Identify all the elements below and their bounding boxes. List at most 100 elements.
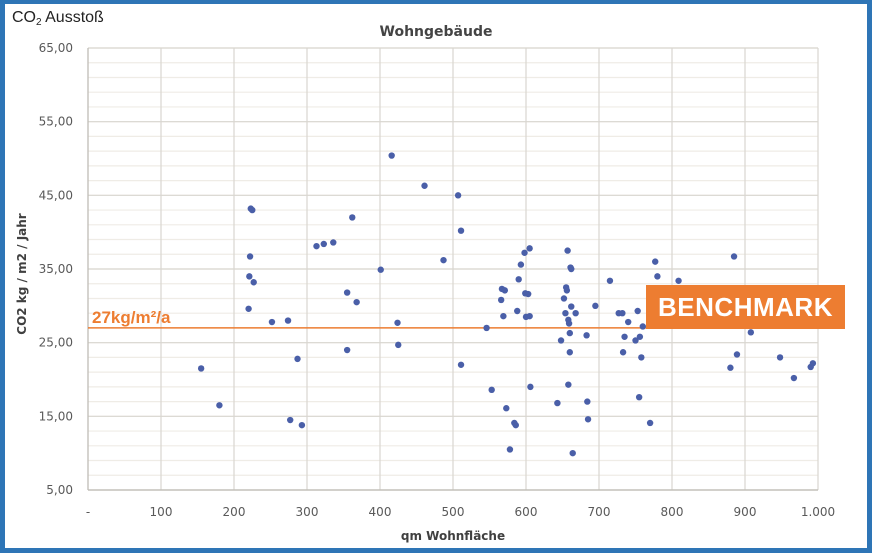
data-point xyxy=(568,265,575,273)
y-axis-title: CO2 kg / m2 / Jahr xyxy=(15,213,29,335)
data-point xyxy=(524,290,532,298)
y-tick-label: 35,00 xyxy=(39,262,73,276)
x-tick-label: - xyxy=(86,505,90,519)
x-axis-ticks: - 100 200 300 400 500 600 700 800 900 1.000 xyxy=(86,505,835,519)
data-point xyxy=(557,337,565,344)
x-tick-label: 500 xyxy=(442,505,465,519)
data-point xyxy=(584,416,592,423)
data-point xyxy=(197,365,205,372)
data-point xyxy=(249,206,256,214)
data-point xyxy=(527,383,534,391)
data-point xyxy=(526,312,533,320)
data-point xyxy=(730,253,738,260)
data-point xyxy=(500,312,507,320)
data-point xyxy=(245,305,252,312)
y-tick-label: 15,00 xyxy=(39,409,73,423)
data-point xyxy=(583,332,590,339)
data-point xyxy=(501,287,509,294)
data-point xyxy=(515,276,522,283)
data-point xyxy=(457,227,465,234)
major-gridlines xyxy=(87,47,819,491)
data-point xyxy=(388,152,395,159)
chart-title: Wohngebäude xyxy=(379,24,493,40)
x-tick-label: 400 xyxy=(369,505,392,519)
data-point xyxy=(506,446,514,453)
data-point xyxy=(564,247,571,254)
benchmark-label: 27kg/m²/a xyxy=(92,308,171,327)
data-point xyxy=(554,399,561,407)
data-point xyxy=(584,398,591,405)
data-point xyxy=(606,277,614,284)
header-title-subscript: 2 xyxy=(36,17,42,28)
data-point xyxy=(562,310,569,317)
data-point xyxy=(634,307,641,315)
data-point xyxy=(440,256,447,264)
data-point xyxy=(284,317,292,324)
x-tick-label: 200 xyxy=(223,505,246,519)
data-point xyxy=(568,303,575,310)
data-point xyxy=(566,329,573,337)
y-axis-ticks: 5,00 15,00 25,00 35,00 45,00 55,00 65,00 xyxy=(39,41,73,497)
data-point xyxy=(675,277,682,284)
data-point xyxy=(727,364,734,371)
data-point xyxy=(635,393,643,401)
x-tick-label: 700 xyxy=(588,505,611,519)
benchmark-badge: BENCHMARK xyxy=(646,285,845,329)
x-tick-label: 100 xyxy=(150,505,173,519)
data-point xyxy=(216,402,223,409)
data-point xyxy=(790,374,798,382)
x-axis-title: qm Wohnfläche xyxy=(401,529,505,543)
data-point xyxy=(517,261,525,268)
data-point xyxy=(394,319,401,326)
data-point xyxy=(497,296,505,304)
y-tick-label: 25,00 xyxy=(39,336,73,350)
header-title-prefix: CO xyxy=(12,9,36,26)
data-point xyxy=(652,258,659,265)
header-title-suffix: Ausstoß xyxy=(41,9,104,26)
data-point xyxy=(639,323,646,330)
data-point xyxy=(320,240,327,248)
y-tick-label: 55,00 xyxy=(39,115,73,129)
data-point xyxy=(592,302,599,310)
x-tick-label: 900 xyxy=(734,505,757,519)
data-point xyxy=(330,239,337,246)
data-point xyxy=(569,449,576,457)
data-point xyxy=(343,289,351,296)
data-point xyxy=(421,182,428,189)
data-point xyxy=(560,295,568,302)
data-point xyxy=(654,273,661,280)
data-point xyxy=(566,349,573,356)
data-point xyxy=(636,333,644,340)
data-point xyxy=(512,421,519,429)
data-point xyxy=(572,310,579,317)
data-point xyxy=(632,337,639,344)
data-point xyxy=(343,346,351,354)
data-point xyxy=(250,279,257,286)
data-point xyxy=(733,351,741,358)
data-point xyxy=(646,419,654,427)
data-points xyxy=(197,152,817,457)
data-point xyxy=(268,318,276,326)
data-point xyxy=(287,416,294,424)
data-point xyxy=(565,381,572,388)
data-point xyxy=(503,405,510,412)
data-point xyxy=(619,349,627,356)
data-point xyxy=(246,273,253,280)
x-tick-label: 600 xyxy=(515,505,538,519)
data-point xyxy=(349,214,356,221)
data-point xyxy=(621,333,628,340)
data-point xyxy=(809,360,817,367)
data-point xyxy=(521,249,528,256)
data-point xyxy=(454,192,462,199)
x-tick-label: 800 xyxy=(661,505,684,519)
plot-axes xyxy=(87,48,818,491)
data-point xyxy=(353,298,360,306)
data-point xyxy=(638,354,645,361)
data-point xyxy=(294,355,301,363)
data-point xyxy=(747,329,755,336)
data-point xyxy=(619,310,626,317)
data-point xyxy=(395,341,402,349)
y-tick-label: 65,00 xyxy=(39,41,73,55)
y-tick-label: 45,00 xyxy=(39,188,73,202)
